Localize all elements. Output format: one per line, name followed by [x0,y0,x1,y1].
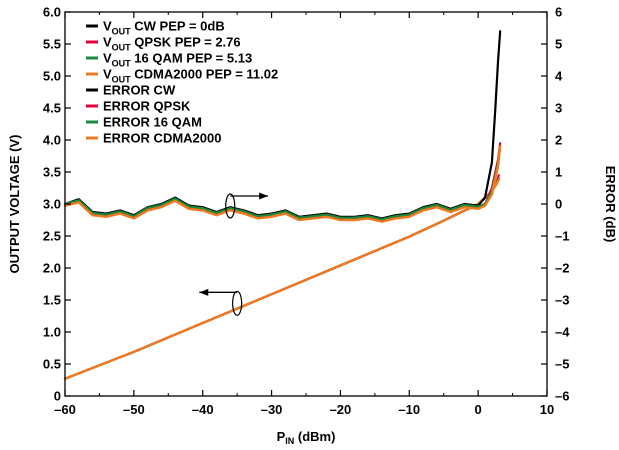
y-left-tick-label: 2.5 [43,229,61,244]
y-right-axis-title: ERROR (dB) [603,166,618,243]
y-right-tick-label: 6 [555,5,562,20]
legend-entry-part: V [103,51,112,66]
y-left-axis-title: OUTPUT VOLTAGE (V) [7,135,22,274]
x-tick-label: –20 [330,402,352,417]
legend-entry-part: OUT [112,27,132,37]
legend-entry-part: OUT [112,43,132,53]
annotation-arrowhead-0 [259,192,269,200]
y-left-tick-label: 6.0 [43,5,61,20]
series-line-3 [63,178,500,380]
y-right-tick-label: 4 [555,69,563,84]
annotation-layer [199,192,269,316]
legend-entry-3: VOUT CDMA2000 PEP = 11.02 [103,67,278,85]
series-line-6 [63,145,502,221]
legend-entry-part: V [103,67,112,82]
x-tick-label: 0 [475,402,482,417]
x-axis-title-main: P [277,429,286,444]
x-tick-label: –10 [398,402,420,417]
legend-entry-5: ERROR QPSK [103,99,191,114]
y-right-tick-label: –6 [555,389,569,404]
y-left-tick-label: 2.0 [43,261,61,276]
y-right-tick-label: –5 [555,357,569,372]
legend-entry-part: CDMA2000 PEP = 11.02 [131,67,279,82]
x-tick-label: –60 [54,402,76,417]
x-tick-label: 10 [540,402,554,417]
legend-entry-part: ERROR QPSK [103,99,191,114]
x-tick-label: –30 [261,402,283,417]
y-right-tick-label: 2 [555,133,562,148]
legend-entry-4: ERROR CW [103,83,176,98]
x-axis-title: PIN (dBm) [277,429,336,446]
y-right-tick-label: –1 [555,229,569,244]
legend-entry-part: ERROR CW [103,83,176,98]
y-right-tick-label: 0 [555,197,562,212]
legend-entry-part: ERROR 16 QAM [103,115,202,130]
y-left-tick-label: 4.0 [43,133,61,148]
y-left-tick-label: 0.5 [43,357,61,372]
x-tick-label: –40 [192,402,214,417]
legend-entry-2: VOUT 16 QAM PEP = 5.13 [103,51,252,69]
y-left-tick-label: 5.5 [43,37,61,52]
y-right-tick-label: 3 [555,101,562,116]
series-layer [63,30,502,380]
y-right-tick-label: 5 [555,37,562,52]
y-left-tick-label: 1.0 [43,325,61,340]
legend-entry-1: VOUT QPSK PEP = 2.76 [103,35,241,53]
annotation-arrowhead-1 [199,288,209,296]
legend-entry-part: OUT [112,59,132,69]
legend-entry-part: OUT [112,75,132,85]
x-tick-label: –50 [123,402,145,417]
series-line-7 [63,145,502,223]
legend-entry-part: V [103,19,112,34]
legend-entry-7: ERROR CDMA2000 [103,131,221,146]
legend-entry-part: V [103,35,112,50]
x-axis-title-sub: IN [285,436,294,446]
annotation-marker-0 [225,193,236,219]
y-left-tick-label: 4.5 [43,101,61,116]
legend-entry-0: VOUT CW PEP = 0dB [103,19,225,37]
y-right-tick-label: 1 [555,165,562,180]
y-left-tick-label: 0 [54,389,61,404]
legend-entry-part: CW PEP = 0dB [131,19,225,34]
y-right-tick-label: –2 [555,261,569,276]
y-left-tick-label: 5.0 [43,69,61,84]
y-right-tick-label: –4 [555,325,570,340]
y-left-tick-label: 3.0 [43,197,61,212]
y-right-tick-label: –3 [555,293,569,308]
legend-entry-6: ERROR 16 QAM [103,115,202,130]
y-left-tick-label: 1.5 [43,293,61,308]
legend-entry-part: QPSK PEP = 2.76 [131,35,241,50]
series-line-0 [63,156,500,380]
y-left-tick-label: 3.5 [43,165,61,180]
x-axis-title-rest: (dBm) [294,429,335,444]
axes: –60 –50 –40 –30 –20 –10 0 1000.51.01.52.02.53.0… [7,5,618,447]
annotation-marker-1 [232,290,243,316]
legend-entry-part: 16 QAM PEP = 5.13 [131,51,253,66]
legend-entry-part: ERROR CDMA2000 [103,131,221,146]
